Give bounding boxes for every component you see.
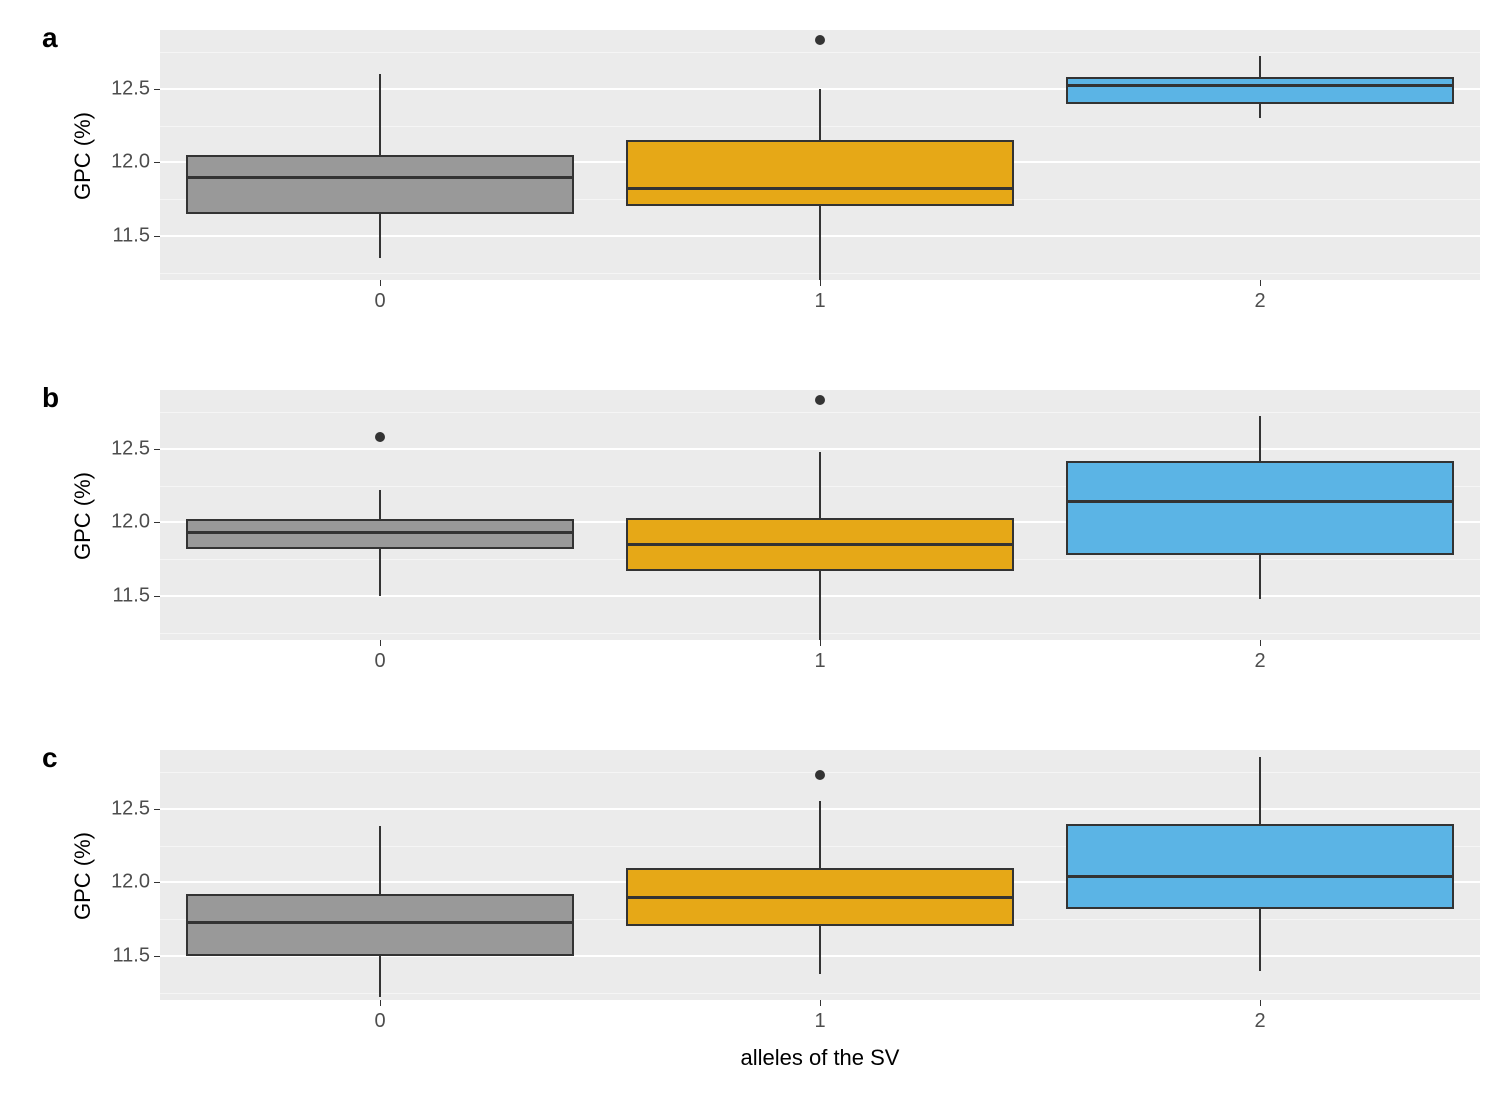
boxplot-median [186, 176, 573, 179]
x-tick-mark [380, 1000, 381, 1006]
whisker-lower [1259, 104, 1261, 119]
whisker-upper [379, 826, 381, 894]
plot-panel-b [160, 390, 1480, 640]
whisker-lower [379, 956, 381, 997]
gridline-minor [160, 52, 1480, 53]
x-tick-mark [380, 640, 381, 646]
x-tick-mark [820, 640, 821, 646]
x-tick-label: 2 [1254, 650, 1265, 673]
y-tick-label: 11.5 [90, 224, 150, 247]
x-tick-mark [820, 280, 821, 286]
whisker-lower [1259, 555, 1261, 599]
y-tick-mark [154, 522, 160, 523]
x-tick-label: 2 [1254, 1010, 1265, 1033]
y-tick-mark [154, 596, 160, 597]
y-tick-mark [154, 89, 160, 90]
y-tick-mark [154, 236, 160, 237]
boxplot-median [626, 187, 1013, 190]
boxplot-box [626, 140, 1013, 206]
y-tick-label: 12.0 [90, 511, 150, 534]
boxplot-median [186, 921, 573, 924]
whisker-lower [379, 549, 381, 596]
boxplot-box [186, 894, 573, 956]
whisker-upper [379, 74, 381, 155]
boxplot-median [1066, 500, 1453, 503]
whisker-upper [819, 801, 821, 867]
x-tick-mark [1260, 1000, 1261, 1006]
x-tick-mark [380, 280, 381, 286]
boxplot-median [1066, 84, 1453, 87]
whisker-lower [379, 214, 381, 258]
whisker-lower [1259, 909, 1261, 971]
boxplot-box [1066, 824, 1453, 909]
x-tick-mark [1260, 280, 1261, 286]
whisker-upper [819, 452, 821, 518]
y-tick-label: 11.5 [90, 944, 150, 967]
figure-root: aGPC (%)11.512.012.5012bGPC (%)11.512.01… [0, 0, 1501, 1104]
y-tick-mark [154, 809, 160, 810]
outlier-point [815, 770, 825, 780]
x-tick-mark [1260, 640, 1261, 646]
x-tick-label: 2 [1254, 290, 1265, 313]
y-tick-label: 12.0 [90, 151, 150, 174]
y-tick-mark [154, 162, 160, 163]
whisker-upper [1259, 757, 1261, 823]
boxplot-median [626, 543, 1013, 546]
y-tick-mark [154, 449, 160, 450]
boxplot-median [626, 896, 1013, 899]
boxplot-box [1066, 461, 1453, 555]
gridline-major [160, 448, 1480, 450]
whisker-lower [819, 206, 821, 280]
y-tick-mark [154, 956, 160, 957]
whisker-upper [1259, 56, 1261, 77]
whisker-lower [819, 571, 821, 640]
panel-label-a: a [42, 22, 58, 54]
boxplot-median [186, 531, 573, 534]
x-tick-label: 1 [814, 650, 825, 673]
gridline-minor [160, 993, 1480, 994]
whisker-upper [379, 490, 381, 519]
outlier-point [815, 35, 825, 45]
x-tick-label: 1 [814, 290, 825, 313]
outlier-point [375, 432, 385, 442]
y-tick-label: 12.5 [90, 797, 150, 820]
y-tick-mark [154, 882, 160, 883]
boxplot-box [186, 155, 573, 214]
outlier-point [815, 395, 825, 405]
x-tick-label: 0 [374, 290, 385, 313]
x-tick-mark [820, 1000, 821, 1006]
boxplot-median [1066, 875, 1453, 878]
whisker-lower [819, 926, 821, 973]
boxplot-box [1066, 77, 1453, 103]
plot-panel-c [160, 750, 1480, 1000]
whisker-upper [819, 89, 821, 140]
y-tick-label: 11.5 [90, 584, 150, 607]
gridline-minor [160, 412, 1480, 413]
x-tick-label: 0 [374, 650, 385, 673]
x-tick-label: 1 [814, 1010, 825, 1033]
y-tick-label: 12.0 [90, 871, 150, 894]
y-tick-label: 12.5 [90, 77, 150, 100]
x-tick-label: 0 [374, 1010, 385, 1033]
panel-label-b: b [42, 382, 59, 414]
panel-label-c: c [42, 742, 58, 774]
whisker-upper [1259, 416, 1261, 460]
x-axis-title: alleles of the SV [160, 1045, 1480, 1071]
plot-panel-a [160, 30, 1480, 280]
y-tick-label: 12.5 [90, 437, 150, 460]
